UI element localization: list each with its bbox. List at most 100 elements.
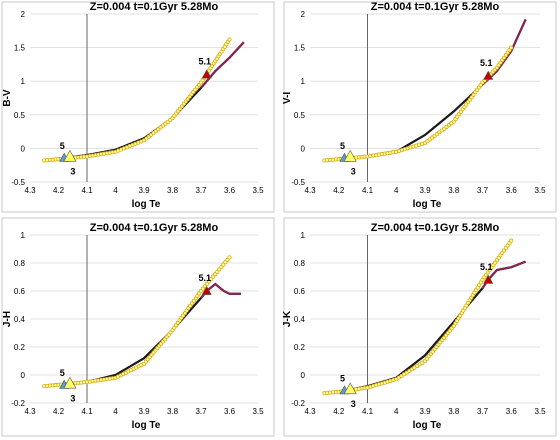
y-tick-label: 0: [21, 371, 26, 380]
y-tick-label: -0.2: [11, 399, 25, 408]
y-tick-label: 1: [301, 231, 306, 240]
marker-label: 5: [340, 141, 345, 151]
series-point-yellow: [227, 37, 232, 42]
x-tick-label: 3.7: [477, 186, 489, 195]
y-axis-label: J-K: [282, 310, 293, 327]
y-tick-label: 0.2: [14, 343, 26, 352]
y-axis-label: B-V: [2, 89, 13, 107]
chart-panel-3: -0.2 0 0.2 0.4 0.6 0.8 1 4.3 4.2 4.1 4 3.9 3.8 3.7 3.6…: [1, 217, 275, 437]
marker-triangle: [483, 70, 494, 80]
y-tick-label: 2: [21, 10, 26, 19]
x-tick-label: 3.7: [195, 186, 207, 195]
x-tick-label: 4.2: [53, 407, 65, 416]
panel-border: [283, 1, 557, 213]
marker-label: 3: [70, 393, 75, 403]
x-tick-label: 3.9: [419, 186, 431, 195]
y-tick-label: -0.5: [11, 178, 25, 187]
y-tick-label: -0.2: [291, 399, 305, 408]
marker-triangle: [343, 382, 357, 395]
x-tick-label: 4.3: [304, 407, 316, 416]
series-point-yellow: [509, 238, 514, 243]
x-axis-label: log Te: [132, 420, 161, 431]
x-tick-label: 3.7: [195, 407, 207, 416]
chart-title: Z=0.004 t=0.1Gyr 5.28Mo: [90, 222, 219, 234]
chart-title: Z=0.004 t=0.1Gyr 5.28Mo: [371, 222, 500, 234]
x-tick-label: 3.5: [534, 407, 546, 416]
x-tick-label: 3.6: [506, 186, 518, 195]
chart-panel-2: -0.5 0 0.5 1 1.5 2 4.3 4.2 4.1 4 3.9 3.8 3.7 3.6 3.5 Z=…: [282, 1, 557, 213]
marker-triangle: [63, 149, 77, 162]
y-tick-label: 0: [301, 371, 306, 380]
x-tick-label: 3.7: [477, 407, 489, 416]
x-tick-label: 4.1: [81, 186, 93, 195]
y-tick-label: 0.2: [294, 343, 306, 352]
y-tick-label: 0.8: [14, 259, 26, 268]
chart-panel-1: -0.5 0 0.5 1 1.5 2 4.3 4.2 4.1 4 3.9 3.8 3.7 3.6 3.5 Z=…: [1, 1, 275, 213]
x-tick-label: 4: [394, 407, 399, 416]
chart-title: Z=0.004 t=0.1Gyr 5.28Mo: [371, 1, 500, 13]
x-tick-label: 3.5: [252, 186, 264, 195]
y-tick-label: 1: [21, 231, 26, 240]
y-tick-label: 1: [301, 77, 306, 86]
x-tick-label: 3.9: [138, 186, 150, 195]
x-tick-label: 4.1: [81, 407, 93, 416]
marker-triangle: [201, 69, 212, 79]
marker-label: 5: [340, 373, 345, 383]
marker-triangle: [201, 285, 212, 295]
x-tick-label: 3.9: [419, 407, 431, 416]
marker-label: 5: [60, 368, 65, 378]
panel-border: [283, 217, 557, 437]
y-tick-label: 2: [301, 10, 306, 19]
marker-label: 3: [351, 166, 356, 176]
panel-border: [1, 1, 275, 213]
marker-label: 5: [60, 141, 65, 151]
x-tick-label: 3.6: [224, 407, 236, 416]
y-tick-label: 0.6: [294, 287, 306, 296]
y-tick-label: 0: [21, 144, 26, 153]
marker-label: 5.1: [198, 56, 211, 66]
x-tick-label: 4: [394, 186, 399, 195]
panel-border: [1, 217, 275, 437]
x-tick-label: 3.8: [167, 407, 179, 416]
x-tick-label: 4.3: [24, 407, 36, 416]
marker-triangle: [483, 274, 494, 284]
x-tick-label: 3.9: [138, 407, 150, 416]
x-tick-label: 3.8: [167, 186, 179, 195]
x-axis-label: log Te: [413, 420, 442, 431]
y-tick-label: 0: [301, 144, 306, 153]
y-tick-label: 0.4: [294, 315, 306, 324]
x-tick-label: 3.6: [506, 407, 518, 416]
x-tick-label: 3.5: [252, 407, 264, 416]
marker-triangle: [343, 149, 357, 162]
x-tick-label: 4.2: [333, 407, 345, 416]
x-tick-label: 3.5: [534, 186, 546, 195]
marker-label: 5.1: [480, 58, 493, 68]
marker-triangle: [63, 376, 77, 389]
x-tick-label: 4.2: [333, 186, 345, 195]
y-tick-label: 1.5: [14, 44, 26, 53]
y-tick-label: -0.5: [291, 178, 305, 187]
y-tick-label: 0.5: [14, 111, 26, 120]
y-tick-label: 0.5: [294, 111, 306, 120]
x-tick-label: 3.8: [448, 407, 460, 416]
y-axis-label: J-H: [2, 311, 13, 327]
marker-label: 5.1: [198, 273, 211, 283]
y-tick-label: 0.4: [14, 315, 26, 324]
x-tick-label: 4: [113, 186, 118, 195]
x-tick-label: 4.1: [362, 407, 374, 416]
x-tick-label: 3.6: [224, 186, 236, 195]
x-tick-label: 4.3: [304, 186, 316, 195]
x-tick-label: 4.2: [53, 186, 65, 195]
y-axis-label: V-I: [282, 92, 293, 104]
x-tick-label: 4: [113, 407, 118, 416]
series-point-yellow: [227, 255, 232, 260]
chart-title: Z=0.004 t=0.1Gyr 5.28Mo: [90, 1, 219, 13]
marker-label: 5.1: [480, 262, 493, 272]
x-tick-label: 4.3: [24, 186, 36, 195]
chart-panel-4: -0.2 0 0.2 0.4 0.6 0.8 1 4.3 4.2 4.1 4 3.9 3.8 3.7 3.6…: [282, 217, 557, 437]
y-tick-label: 0.6: [14, 287, 26, 296]
x-tick-label: 4.1: [362, 186, 374, 195]
x-axis-label: log Te: [132, 199, 161, 210]
series-line-tail: [200, 41, 245, 89]
